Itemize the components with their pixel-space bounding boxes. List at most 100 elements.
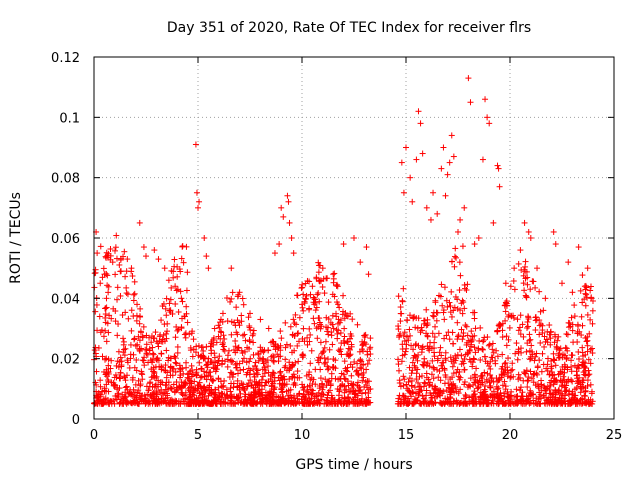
data-point: [96, 313, 103, 320]
data-point: [464, 281, 471, 288]
data-point: [446, 336, 453, 343]
data-point: [458, 326, 465, 333]
data-point: [407, 174, 414, 181]
data-point: [571, 313, 578, 320]
data-point: [405, 337, 412, 344]
data-point: [547, 335, 554, 342]
data-point: [365, 271, 372, 278]
data-point: [183, 287, 190, 294]
data-point: [482, 96, 489, 103]
data-point: [461, 204, 468, 211]
data-point: [441, 316, 448, 323]
data-point: [397, 330, 404, 337]
data-point: [523, 324, 530, 331]
data-point: [168, 267, 175, 274]
data-point: [356, 348, 363, 355]
data-point: [296, 338, 303, 345]
data-point: [578, 332, 585, 339]
data-point: [97, 377, 104, 384]
data-point: [250, 339, 257, 346]
data-point: [136, 320, 143, 327]
data-point: [205, 265, 212, 272]
data-point: [399, 298, 406, 305]
data-point: [241, 355, 248, 362]
data-point: [470, 355, 477, 362]
data-point: [589, 345, 596, 352]
data-point: [320, 348, 327, 355]
data-point: [397, 318, 404, 325]
data-point: [288, 235, 295, 241]
data-point: [550, 350, 557, 357]
data-point: [536, 322, 543, 329]
data-point: [224, 363, 231, 370]
data-point: [502, 308, 509, 315]
data-point: [171, 263, 178, 270]
data-point: [444, 171, 451, 178]
data-point: [582, 393, 589, 400]
y-tick-label: 0.12: [51, 51, 80, 66]
data-point: [519, 321, 526, 328]
data-point: [166, 300, 173, 307]
data-point: [470, 309, 477, 316]
data-point: [517, 247, 524, 254]
data-point: [104, 272, 111, 279]
data-point: [345, 345, 352, 352]
data-point: [141, 392, 148, 399]
data-point: [256, 355, 263, 362]
data-point: [103, 304, 110, 311]
data-point: [183, 303, 190, 310]
data-point: [239, 350, 246, 357]
data-point: [281, 373, 288, 380]
chart-title: Day 351 of 2020, Rate Of TEC Index for r…: [167, 20, 531, 36]
data-point: [146, 380, 153, 387]
data-point: [122, 377, 129, 384]
data-point: [286, 219, 293, 226]
data-point: [238, 312, 245, 319]
data-point: [132, 342, 139, 349]
data-point: [568, 314, 575, 321]
data-point: [121, 346, 128, 353]
data-point: [290, 250, 297, 257]
data-point: [520, 333, 527, 340]
data-point: [449, 363, 456, 370]
data-point: [499, 334, 506, 341]
data-point: [459, 336, 466, 343]
data-point: [584, 265, 591, 272]
y-tick-label: 0.04: [51, 292, 80, 307]
data-point: [419, 343, 426, 350]
data-point: [577, 287, 584, 294]
data-point: [285, 198, 292, 205]
data-point: [534, 364, 541, 371]
data-point: [461, 305, 468, 312]
data-point: [203, 253, 210, 260]
data-point: [506, 324, 513, 331]
data-point: [520, 280, 527, 287]
data-point: [484, 114, 491, 121]
data-point: [401, 376, 408, 383]
data-point: [181, 331, 188, 338]
data-point: [119, 312, 126, 319]
data-point: [123, 383, 130, 390]
data-point: [228, 265, 235, 272]
data-point: [326, 346, 333, 353]
data-point: [462, 322, 469, 329]
data-point: [184, 319, 191, 326]
data-point: [351, 235, 357, 241]
data-point: [324, 366, 331, 373]
data-point: [400, 373, 407, 380]
data-point: [282, 344, 289, 351]
data-point: [105, 329, 112, 336]
data-point: [364, 360, 371, 367]
data-point: [137, 313, 144, 320]
data-point: [449, 329, 456, 336]
data-point: [259, 366, 266, 373]
data-point: [325, 299, 332, 306]
data-point: [152, 329, 159, 336]
data-point: [451, 359, 458, 366]
data-point: [216, 324, 223, 331]
data-point: [276, 380, 283, 387]
data-point: [315, 269, 322, 276]
data-point: [575, 348, 582, 355]
data-point: [211, 325, 218, 332]
data-point: [546, 322, 553, 329]
